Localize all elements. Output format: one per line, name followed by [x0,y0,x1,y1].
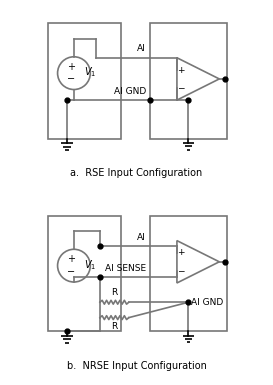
Text: −: − [67,267,76,277]
Text: −: − [177,266,184,275]
Text: −: − [67,74,76,84]
Text: R: R [111,288,117,297]
Text: AI GND: AI GND [114,87,146,96]
Text: AI: AI [137,44,146,53]
Text: +: + [67,62,75,72]
Text: $V_1$: $V_1$ [84,65,96,79]
Text: +: + [67,254,75,264]
Text: a.  RSE Input Configuration: a. RSE Input Configuration [70,168,203,178]
Text: −: − [177,83,184,92]
Text: +: + [177,248,184,258]
Text: AI GND: AI GND [191,298,224,307]
Text: AI: AI [137,233,146,242]
Text: $V_1$: $V_1$ [84,258,96,271]
Text: b.  NRSE Input Configuration: b. NRSE Input Configuration [67,361,206,371]
Bar [48,216,121,331]
Text: R: R [111,323,117,331]
Bar [150,216,227,331]
Text: AI SENSE: AI SENSE [105,264,146,273]
Text: +: + [177,65,184,75]
Bar [48,23,121,139]
Bar [150,23,227,139]
